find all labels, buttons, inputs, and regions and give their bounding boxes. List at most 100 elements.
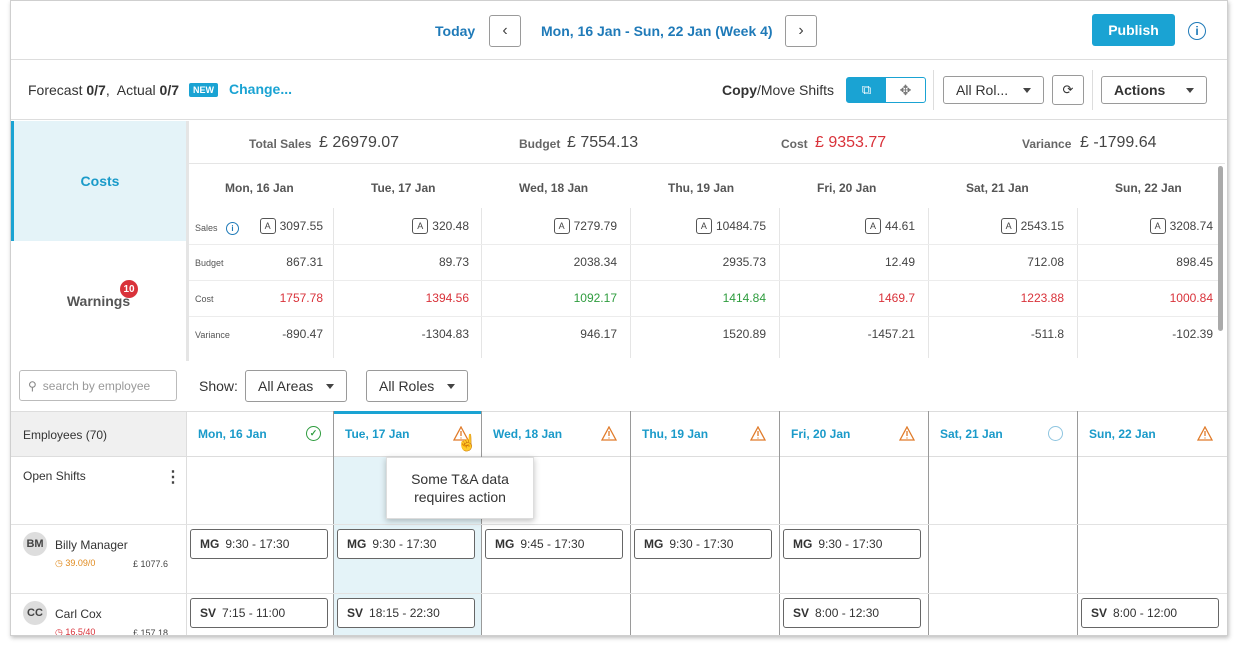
warning-icon[interactable] [899, 426, 915, 441]
schedule-day-header[interactable]: Sat, 21 Jan [940, 427, 1003, 441]
shift-card[interactable]: MG 9:30 - 17:30 [190, 529, 328, 559]
cost-day-header: Mon, 16 Jan [225, 181, 294, 195]
shift-card[interactable]: SV 18:15 - 22:30 [337, 598, 475, 628]
day-column-divider [481, 411, 482, 635]
tab-warnings[interactable]: Warnings [66, 293, 131, 309]
schedule-day-header[interactable]: Sun, 22 Jan [1089, 427, 1156, 441]
refresh-layout-button[interactable]: ⟳ [1052, 75, 1084, 105]
schedule-header [11, 411, 1227, 457]
caret-down-icon [447, 384, 455, 389]
open-shifts-label: Open Shifts [23, 469, 86, 483]
employee-cost: £ 1077.6 [133, 559, 169, 569]
variance-label: Variance [1022, 137, 1072, 151]
scheduler-window: Today ‹ Mon, 16 Jan - Sun, 22 Jan (Week … [10, 0, 1228, 636]
shift-card[interactable]: SV 8:00 - 12:30 [783, 598, 921, 628]
cost-cell-budget: 2935.73 [722, 255, 766, 269]
schedule-day-header[interactable]: Mon, 16 Jan [198, 427, 267, 441]
actual-badge: A [259, 218, 276, 234]
selected-day-indicator [333, 411, 481, 414]
shift-card[interactable]: MG 9:30 - 17:30 [634, 529, 772, 559]
employees-header[interactable]: Employees (70) [11, 411, 186, 457]
info-icon[interactable]: i [226, 222, 240, 235]
cost-cell-cost: 1394.56 [425, 291, 469, 305]
roles-select[interactable]: All Rol... [943, 76, 1044, 104]
schedule-day-header[interactable]: Fri, 20 Jan [791, 427, 851, 441]
warning-icon[interactable] [453, 426, 469, 441]
day-column-divider [186, 411, 187, 635]
roles-filter-select[interactable]: All Roles [366, 370, 468, 402]
totals-bar: Total Sales £ 26979.07 Budget £ 7554.13 … [189, 121, 1225, 164]
row-label-budget: Budget [195, 258, 224, 268]
shift-role: SV [793, 606, 810, 620]
shift-card[interactable]: SV 8:00 - 12:00 [1081, 598, 1219, 628]
cost-cell-budget: 712.08 [1027, 255, 1064, 269]
actual-badge: A [695, 218, 712, 234]
actual-badge: A [412, 218, 429, 234]
shift-role: MG [793, 537, 813, 551]
variance-value: £ -1799.64 [1080, 134, 1157, 151]
schedule-day-header[interactable]: Thu, 19 Jan [642, 427, 709, 441]
warning-icon[interactable] [601, 426, 617, 441]
day-column-divider [630, 411, 631, 635]
caret-down-icon [1023, 88, 1031, 93]
info-icon[interactable]: i [1188, 22, 1206, 40]
copy-mode-button[interactable]: ⧉ [847, 78, 886, 102]
shift-role: SV [347, 606, 364, 620]
shift-time: 7:15 - 11:00 [222, 606, 286, 620]
change-link[interactable]: Change... [229, 81, 293, 97]
prev-week-button[interactable]: ‹ [489, 15, 521, 47]
day-column-divider [928, 411, 929, 635]
shift-time: 18:15 - 22:30 [369, 606, 440, 620]
clock-icon [1048, 426, 1063, 441]
cost-cell-variance: 946.17 [580, 327, 617, 341]
actual-badge: A [864, 218, 881, 234]
cost-cell-budget: 89.73 [438, 255, 469, 269]
shift-card[interactable]: MG 9:30 - 17:30 [337, 529, 475, 559]
schedule-day-header[interactable]: Wed, 18 Jan [493, 427, 563, 441]
employee-search-input[interactable]: ⚲ search by employee [19, 370, 177, 401]
today-link[interactable]: Today [435, 23, 476, 39]
day-column-divider [779, 411, 780, 635]
clock-icon: ◷ [55, 627, 66, 636]
actions-dropdown[interactable]: Actions [1101, 76, 1207, 104]
warning-icon[interactable] [1197, 426, 1213, 441]
more-options-icon[interactable]: ⋮ [165, 469, 181, 486]
cost-day-header: Fri, 20 Jan [817, 181, 877, 195]
shift-time: 8:00 - 12:00 [1113, 606, 1178, 620]
cost-cell-cost: 1757.78 [279, 291, 323, 305]
move-icon: ✥ [899, 81, 912, 98]
employee-name[interactable]: Carl Cox [55, 607, 102, 621]
shift-card[interactable]: MG 9:30 - 17:30 [783, 529, 921, 559]
copy-move-toggle: ⧉ ✥ [846, 77, 926, 103]
cost-cell-sales: A 3208.74 [1077, 218, 1213, 234]
row-divider [189, 244, 1219, 245]
cost-cell-cost: 1000.84 [1169, 291, 1213, 305]
shift-card[interactable]: SV 7:15 - 11:00 [190, 598, 328, 628]
column-divider [333, 208, 334, 358]
cost-label: Cost [781, 137, 808, 151]
tab-costs[interactable]: Costs [11, 121, 186, 241]
schedule-day-header[interactable]: Tue, 17 Jan [345, 427, 410, 441]
caret-down-icon [326, 384, 334, 389]
next-week-button[interactable]: › [785, 15, 817, 47]
publish-button[interactable]: Publish [1092, 14, 1175, 46]
column-divider [779, 208, 780, 358]
row-label-cost: Cost [195, 294, 214, 304]
shift-role: MG [495, 537, 515, 551]
employee-name[interactable]: Billy Manager [55, 538, 128, 552]
total-sales-label: Total Sales [249, 137, 312, 151]
employee-hours: ◷ 16.5/40 [55, 627, 96, 636]
clock-icon: ◷ [55, 558, 66, 568]
column-divider [481, 208, 482, 358]
cost-grid-scrollbar[interactable] [1218, 166, 1223, 331]
shift-card[interactable]: MG 9:45 - 17:30 [485, 529, 623, 559]
cost-day-header: Wed, 18 Jan [519, 181, 589, 195]
cost-cell-cost: 1223.88 [1020, 291, 1064, 305]
move-mode-button[interactable]: ✥ [886, 78, 925, 102]
week-range-label[interactable]: Mon, 16 Jan - Sun, 22 Jan (Week 4) [541, 23, 773, 39]
warning-icon[interactable] [750, 426, 766, 441]
top-header: Today ‹ Mon, 16 Jan - Sun, 22 Jan (Week … [11, 1, 1227, 60]
areas-select[interactable]: All Areas [245, 370, 347, 402]
ta-tooltip: Some T&A data requires action [386, 457, 534, 519]
cost-cell-budget: 867.31 [286, 255, 323, 269]
